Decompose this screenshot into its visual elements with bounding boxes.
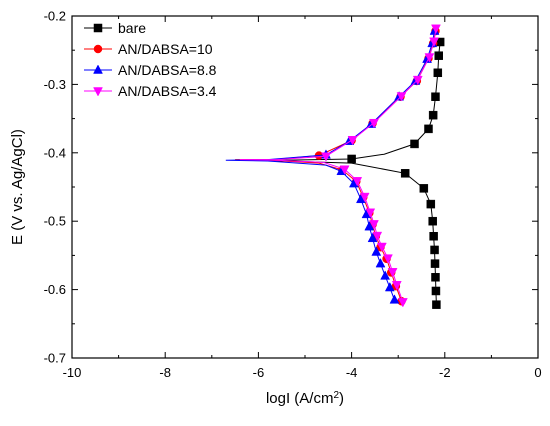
- legend-item: AN/DABSA=3.4: [84, 83, 217, 99]
- data-point: [433, 68, 443, 78]
- legend-item: AN/DABSA=8.8: [84, 62, 217, 78]
- data-point: [387, 268, 398, 278]
- data-point: [365, 208, 376, 218]
- data-point: [369, 118, 379, 129]
- data-point: [410, 139, 419, 149]
- legend-label: bare: [118, 20, 146, 36]
- data-point: [339, 165, 350, 175]
- data-point: [434, 51, 443, 60]
- data-point: [430, 259, 440, 268]
- legend-label: AN/DABSA=8.8: [118, 62, 217, 78]
- data-point: [429, 37, 439, 47]
- legend-marker: [93, 23, 103, 33]
- data-point: [431, 92, 440, 101]
- data-point: [369, 220, 379, 230]
- data-point: [371, 246, 382, 256]
- data-point: [384, 282, 395, 292]
- data-point: [391, 281, 402, 291]
- data-point: [364, 221, 375, 231]
- legend-marker: [93, 44, 103, 54]
- y-axis-label: E (V vs. Ag/AgCl): [9, 129, 26, 245]
- data-point: [347, 154, 356, 164]
- x-tick-label: -6: [253, 365, 265, 380]
- x-tick-label: 0: [534, 365, 541, 380]
- legend: bare AN/DABSA=10 AN/DABSA=8.8 AN/DABSA=3.4: [84, 20, 217, 99]
- x-tick-label: -8: [159, 365, 171, 380]
- legend-marker: [93, 87, 103, 97]
- data-point: [424, 124, 433, 134]
- data-point: [321, 152, 331, 162]
- data-point: [400, 169, 410, 178]
- data-point: [347, 136, 358, 146]
- data-point: [396, 92, 407, 102]
- legend-label: AN/DABSA=10: [118, 41, 213, 57]
- series-line: [239, 28, 437, 303]
- data-point: [419, 184, 429, 193]
- x-tick-label: -2: [439, 365, 451, 380]
- data-point: [376, 242, 387, 253]
- series-line: [225, 30, 435, 301]
- x-tick-label: -4: [346, 365, 358, 380]
- legend-marker: [93, 64, 103, 74]
- legend-item: AN/DABSA=10: [84, 41, 213, 57]
- data-point: [426, 199, 436, 209]
- x-tick-label: -10: [63, 365, 82, 380]
- legend-item: bare: [84, 20, 146, 36]
- y-tick-label: -0.5: [44, 214, 66, 229]
- data-point: [428, 110, 438, 120]
- y-tick-label: -0.3: [44, 77, 66, 92]
- series-an-dabsa-3-4: [239, 24, 441, 308]
- y-tick-label: -0.4: [44, 145, 66, 160]
- data-point: [430, 245, 439, 255]
- data-point: [397, 298, 408, 308]
- data-point: [375, 258, 386, 268]
- data-point: [431, 24, 441, 34]
- data-point: [352, 177, 363, 187]
- data-point: [372, 231, 383, 242]
- data-point: [383, 254, 393, 264]
- data-point: [429, 231, 438, 241]
- data-point: [431, 273, 440, 282]
- data-point: [431, 286, 441, 296]
- data-point: [412, 75, 423, 86]
- data-point: [380, 270, 391, 280]
- axis-tick-labels: -10 -8 -6 -4 -2 0 -0.7 -0.6 -0.5 -0.4 -0.3 -0.2: [44, 9, 542, 381]
- y-tick-label: -0.2: [44, 9, 66, 24]
- y-tick-label: -0.7: [44, 351, 66, 366]
- data-point: [367, 232, 378, 243]
- x-axis-label: logI (A/cm2): [266, 390, 344, 408]
- data-point: [428, 216, 437, 226]
- data-point: [424, 53, 435, 63]
- legend-label: AN/DABSA=3.4: [118, 83, 217, 99]
- data-point: [359, 192, 370, 203]
- axis-ticks: [71, 15, 539, 359]
- data-point: [432, 300, 441, 309]
- y-tick-label: -0.6: [44, 282, 66, 297]
- data-point: [389, 294, 400, 304]
- series-layer: [225, 24, 445, 309]
